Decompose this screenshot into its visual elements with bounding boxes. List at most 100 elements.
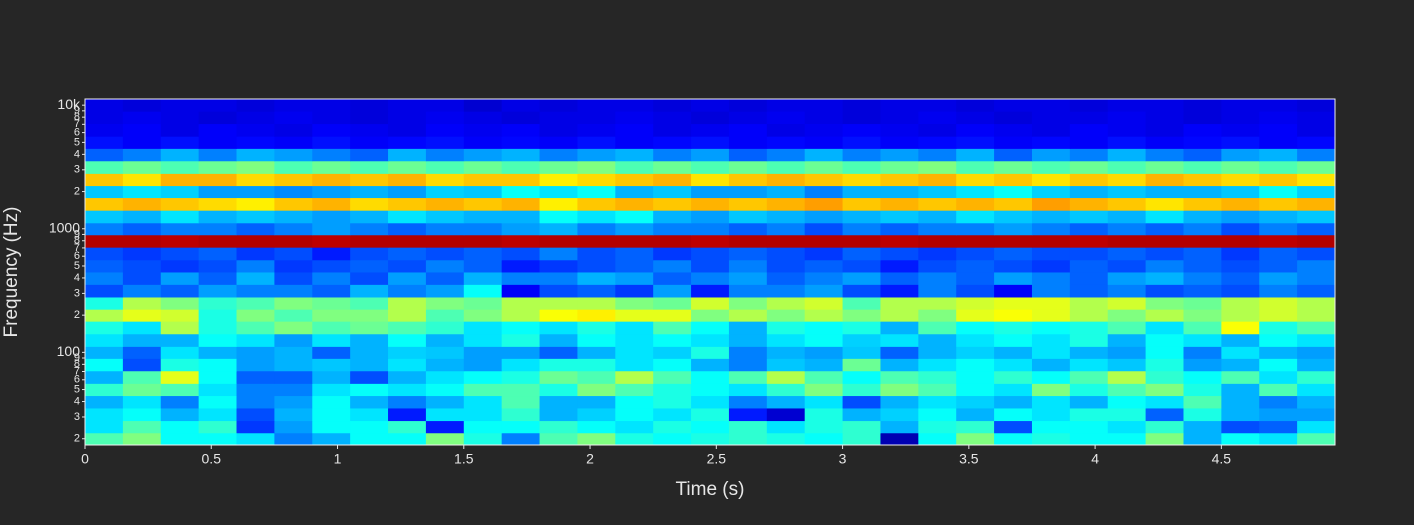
heatmap-cell xyxy=(236,284,275,298)
heatmap-cell xyxy=(615,234,654,248)
heatmap-cell xyxy=(236,309,275,322)
heatmap-cell xyxy=(388,271,427,285)
heatmap-cell xyxy=(577,432,616,446)
heatmap-cell xyxy=(160,321,200,335)
heatmap-cell xyxy=(804,247,844,261)
heatmap-cell xyxy=(956,259,995,273)
heatmap-cell xyxy=(653,160,692,174)
heatmap-cell xyxy=(501,173,541,187)
heatmap-cell xyxy=(1259,210,1298,224)
heatmap-cell xyxy=(312,160,351,174)
heatmap-cell xyxy=(804,160,844,174)
heatmap-cell xyxy=(918,296,957,310)
heatmap-cell xyxy=(766,148,806,162)
heatmap-cell xyxy=(615,98,654,112)
heatmap-cell xyxy=(1183,395,1222,409)
heatmap-cell xyxy=(198,395,238,409)
heatmap-cell xyxy=(425,284,465,298)
heatmap-cell xyxy=(388,284,427,298)
heatmap-cell xyxy=(1031,197,1071,211)
heatmap-cell xyxy=(653,98,692,112)
heatmap-cell xyxy=(880,148,919,162)
heatmap-cell xyxy=(880,197,919,211)
heatmap-cell xyxy=(842,123,881,137)
heatmap-cell xyxy=(312,197,351,211)
heatmap-cell xyxy=(994,296,1033,310)
heatmap-cell xyxy=(577,123,616,137)
heatmap-cell xyxy=(653,321,692,335)
heatmap-cell xyxy=(615,420,654,434)
heatmap-cell xyxy=(880,222,919,236)
heatmap-cell xyxy=(1145,420,1184,434)
heatmap-cell xyxy=(274,432,313,446)
heatmap-cell xyxy=(1031,420,1071,434)
heatmap-cell xyxy=(236,420,275,434)
heatmap-cell xyxy=(994,259,1033,273)
heatmap-cell xyxy=(956,395,995,409)
heatmap-cell xyxy=(539,247,578,261)
heatmap-cell xyxy=(539,136,578,149)
heatmap-cell xyxy=(463,173,503,187)
heatmap-cell xyxy=(1259,358,1298,372)
heatmap-cell xyxy=(728,210,768,224)
heatmap-cell xyxy=(236,173,275,187)
y-tick-label: 10k xyxy=(57,96,81,112)
heatmap-cell xyxy=(198,333,238,347)
heatmap-cell xyxy=(388,383,427,397)
heatmap-cell xyxy=(501,358,541,372)
heatmap-cell xyxy=(766,136,806,149)
heatmap-cell xyxy=(728,259,768,273)
heatmap-cell xyxy=(312,296,351,310)
heatmap-cell xyxy=(539,259,578,273)
heatmap-cell xyxy=(1183,432,1222,446)
heatmap-cell xyxy=(577,395,616,409)
heatmap-cell xyxy=(1221,98,1260,112)
heatmap-cell xyxy=(501,111,541,125)
heatmap-cell xyxy=(1031,370,1071,384)
heatmap-cell xyxy=(1259,407,1298,422)
heatmap-cell xyxy=(1183,234,1222,248)
heatmap-cell xyxy=(766,333,806,347)
heatmap-cell xyxy=(1069,247,1109,261)
heatmap-cell xyxy=(1259,309,1298,322)
heatmap-cell xyxy=(804,271,844,285)
heatmap-cell xyxy=(539,395,578,409)
heatmap-cell xyxy=(804,407,844,422)
heatmap-cell xyxy=(122,370,162,384)
heatmap-cell xyxy=(198,123,238,137)
heatmap-cell xyxy=(122,321,162,335)
heatmap-cell xyxy=(994,321,1033,335)
heatmap-cell xyxy=(728,420,768,434)
heatmap-cell xyxy=(425,173,465,187)
heatmap-cell xyxy=(463,346,503,359)
heatmap-cell xyxy=(350,247,389,261)
y-tick-label: 100 xyxy=(57,343,81,359)
heatmap-cell xyxy=(1107,333,1147,347)
heatmap-cell xyxy=(615,185,654,199)
heatmap-cell xyxy=(1145,98,1184,112)
heatmap-cell xyxy=(728,358,768,372)
heatmap-cell xyxy=(1031,160,1071,174)
heatmap-cell xyxy=(691,407,730,422)
heatmap-cell xyxy=(312,185,351,199)
heatmap-cell xyxy=(1069,98,1109,112)
heatmap-cell xyxy=(766,271,806,285)
heatmap-cell xyxy=(350,407,389,422)
y-tick-label: 3 xyxy=(74,164,80,176)
heatmap-cell xyxy=(994,420,1033,434)
heatmap-cell xyxy=(691,247,730,261)
heatmap-cell xyxy=(880,234,919,248)
heatmap-cell xyxy=(312,111,351,125)
heatmap-cell xyxy=(691,346,730,359)
heatmap-cell xyxy=(539,420,578,434)
heatmap-cell xyxy=(85,111,124,125)
heatmap-cell xyxy=(350,234,389,248)
y-tick-label: 2 xyxy=(74,309,80,321)
heatmap-cell xyxy=(463,148,503,162)
y-axis-title: Frequency (Hz) xyxy=(1,207,22,338)
heatmap-cell xyxy=(236,259,275,273)
heatmap-cell xyxy=(918,358,957,372)
heatmap-cell xyxy=(577,136,616,149)
heatmap-cell xyxy=(312,222,351,236)
heatmap-cell xyxy=(956,432,995,446)
